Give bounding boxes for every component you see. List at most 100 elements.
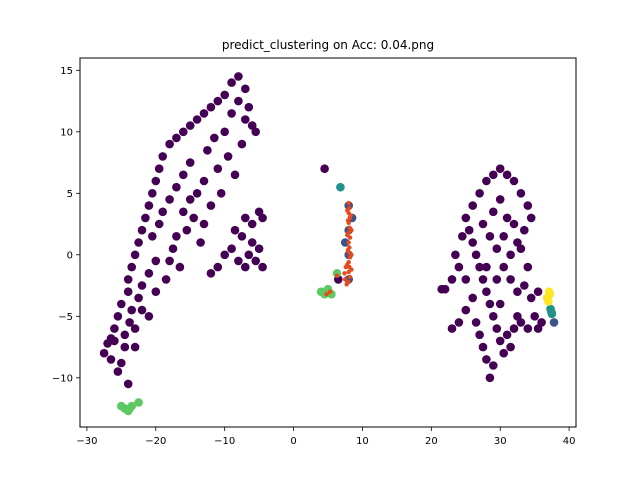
data-point bbox=[349, 267, 354, 272]
data-point bbox=[520, 281, 529, 290]
data-point bbox=[144, 269, 154, 278]
data-point bbox=[220, 250, 229, 260]
data-point bbox=[523, 324, 533, 333]
y-tick-label: 5 bbox=[67, 189, 73, 200]
data-point bbox=[509, 176, 519, 186]
data-point bbox=[478, 219, 488, 229]
data-point bbox=[530, 312, 539, 321]
data-point bbox=[349, 228, 354, 233]
data-point bbox=[120, 330, 130, 340]
data-point bbox=[324, 292, 329, 297]
data-point bbox=[192, 115, 202, 124]
data-point bbox=[123, 379, 133, 389]
data-point bbox=[523, 262, 533, 272]
data-point bbox=[454, 262, 464, 272]
data-point bbox=[144, 201, 154, 210]
data-point bbox=[247, 238, 257, 247]
data-point bbox=[151, 176, 161, 186]
data-point bbox=[475, 262, 484, 272]
data-point bbox=[506, 250, 515, 260]
data-point bbox=[237, 232, 247, 241]
data-point bbox=[251, 127, 260, 137]
data-point bbox=[482, 176, 491, 186]
y-tick-label: 0 bbox=[67, 250, 73, 261]
data-point bbox=[492, 324, 502, 333]
data-point bbox=[344, 282, 349, 287]
data-point bbox=[349, 252, 354, 257]
data-point bbox=[213, 262, 223, 272]
data-point bbox=[343, 277, 348, 282]
data-point bbox=[492, 275, 502, 284]
y-tick-label: −10 bbox=[52, 373, 73, 384]
data-point bbox=[154, 219, 164, 229]
x-tick-label: 10 bbox=[356, 436, 369, 447]
data-point bbox=[216, 189, 226, 198]
data-point bbox=[106, 355, 116, 364]
data-point bbox=[199, 219, 209, 229]
data-point bbox=[499, 232, 509, 241]
data-point bbox=[206, 269, 216, 278]
data-point bbox=[154, 164, 164, 173]
data-point bbox=[227, 78, 236, 87]
data-point bbox=[343, 264, 349, 270]
data-point bbox=[482, 287, 491, 297]
data-point bbox=[345, 218, 351, 223]
data-point bbox=[213, 164, 223, 173]
points-layer bbox=[99, 72, 559, 416]
data-point bbox=[227, 244, 236, 253]
data-point bbox=[227, 109, 236, 118]
data-point bbox=[234, 256, 243, 266]
data-point bbox=[482, 262, 491, 272]
data-point bbox=[502, 170, 512, 180]
data-point bbox=[134, 238, 143, 247]
data-point bbox=[123, 275, 133, 284]
data-point bbox=[99, 348, 109, 358]
data-point bbox=[482, 355, 491, 364]
data-point bbox=[437, 284, 447, 294]
data-point bbox=[549, 318, 559, 327]
data-point bbox=[117, 299, 126, 309]
data-point bbox=[148, 232, 157, 241]
data-point bbox=[106, 334, 116, 343]
data-point bbox=[125, 318, 134, 327]
data-point bbox=[234, 72, 243, 81]
data-point bbox=[241, 84, 250, 94]
data-point bbox=[258, 262, 267, 272]
data-point bbox=[348, 213, 353, 218]
data-point bbox=[495, 195, 505, 204]
data-point bbox=[506, 342, 515, 352]
data-point bbox=[475, 330, 484, 340]
data-point bbox=[336, 182, 345, 192]
data-point bbox=[179, 170, 188, 180]
data-point bbox=[185, 195, 195, 204]
data-point bbox=[523, 201, 533, 210]
data-point bbox=[489, 207, 498, 217]
data-point bbox=[117, 358, 126, 368]
x-tick-label: 20 bbox=[425, 436, 438, 447]
data-point bbox=[203, 146, 212, 155]
data-point bbox=[251, 256, 260, 266]
data-point bbox=[447, 275, 457, 284]
data-point bbox=[196, 238, 205, 247]
data-point bbox=[172, 232, 181, 241]
data-point bbox=[340, 238, 350, 247]
x-tick-label: −20 bbox=[145, 436, 166, 447]
x-tick-label: −30 bbox=[76, 436, 97, 447]
data-point bbox=[533, 287, 543, 297]
data-point bbox=[509, 219, 519, 229]
data-point bbox=[230, 170, 240, 180]
x-tick-label: 40 bbox=[563, 436, 576, 447]
data-point bbox=[151, 287, 161, 297]
data-point bbox=[206, 102, 216, 112]
x-tick-label: 0 bbox=[290, 436, 296, 447]
data-point bbox=[485, 299, 495, 309]
data-point bbox=[468, 201, 478, 210]
data-point bbox=[254, 244, 264, 253]
data-point bbox=[468, 293, 478, 303]
data-point bbox=[110, 324, 119, 333]
data-point bbox=[244, 250, 254, 260]
data-point bbox=[345, 232, 350, 238]
data-point bbox=[220, 90, 229, 100]
data-point bbox=[516, 189, 526, 198]
